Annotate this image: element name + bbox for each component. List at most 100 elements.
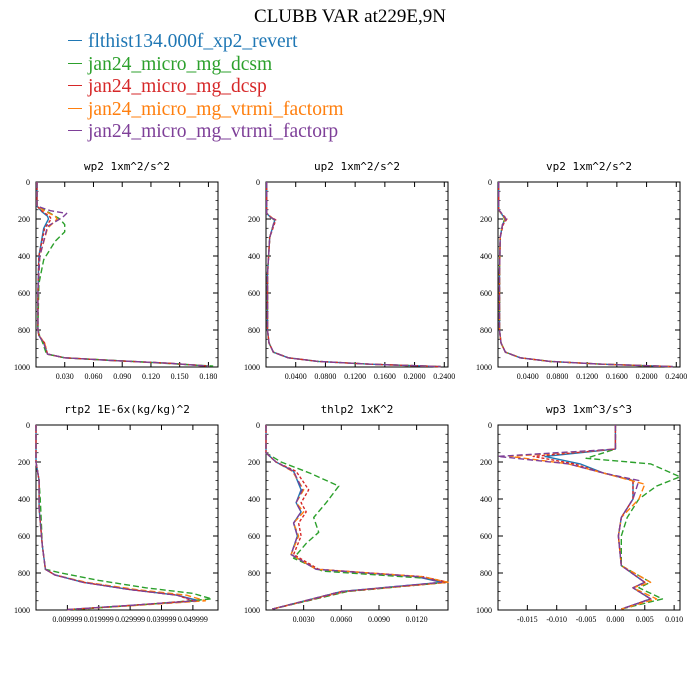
y-tick-label: 1000 [14,363,30,372]
x-tick-label: 0.1200 [344,372,366,381]
y-tick-label: 1000 [244,606,260,615]
x-tick-label: 0.0400 [285,372,307,381]
legend-item: jan24_micro_mg_dcsm [68,54,344,77]
series-line [35,425,207,611]
y-tick-label: 800 [18,569,30,578]
x-tick-label: 0.005 [636,615,654,624]
series-line [265,425,449,610]
x-tick-label: 0.010 [665,615,683,624]
x-tick-label: 0.009999 [52,615,82,624]
x-tick-label: 0.049999 [178,615,208,624]
y-tick-label: 600 [18,289,30,298]
y-tick-label: 800 [480,326,492,335]
y-tick-label: 1000 [476,606,492,615]
series-line [36,182,214,367]
series-line [35,425,200,611]
y-tick-label: 200 [480,215,492,224]
y-tick-label: 0 [488,178,492,187]
x-tick-label: 0.0090 [368,615,390,624]
y-tick-label: 200 [248,215,260,224]
panel-title: wp2 1xm^2/s^2 [84,160,170,173]
y-tick-label: 800 [248,569,260,578]
series-line [266,182,441,368]
y-tick-label: 200 [18,215,30,224]
series-line [532,425,652,610]
plot-frame [497,181,681,368]
legend-item: jan24_micro_mg_vtrmi_factorm [68,99,344,122]
y-tick-label: 600 [480,532,492,541]
x-tick-label: 0.1600 [374,372,396,381]
legend-label: jan24_micro_mg_dcsm [88,53,273,75]
y-tick-label: 800 [480,569,492,578]
legend-swatch [68,40,82,42]
x-tick-label: 0.120 [142,372,160,381]
x-tick-label: 0.060 [84,372,102,381]
x-tick-label: -0.015 [517,615,538,624]
series-line [266,182,441,368]
series-line [36,182,209,367]
x-tick-label: 0.180 [199,372,217,381]
x-tick-label: 0.019999 [84,615,114,624]
legend-label: jan24_micro_mg_vtrmi_factorm [88,98,344,120]
legend: flthist134.000f_xp2_revert jan24_micro_m… [68,31,344,144]
y-tick-label: 400 [18,495,30,504]
x-tick-label: -0.010 [546,615,567,624]
x-tick-label: 0.0800 [546,372,568,381]
y-tick-label: 0 [488,421,492,430]
x-tick-label: 0.0030 [293,615,315,624]
series-line [35,425,194,611]
panel-title: rtp2 1E-6x(kg/kg)^2 [64,403,190,416]
x-tick-label: 0.1200 [576,372,598,381]
y-tick-label: 400 [248,495,260,504]
series-line [36,182,209,367]
y-tick-label: 600 [18,532,30,541]
series-line [585,425,681,610]
series-line [265,425,443,610]
legend-label: jan24_micro_mg_dcsp [88,76,267,97]
legend-label: jan24_micro_mg_vtrmi_factorp [88,121,339,142]
panel-title: thlp2 1xK^2 [321,403,394,416]
legend-item: flthist134.000f_xp2_revert [68,31,344,54]
y-tick-label: 600 [248,532,260,541]
legend-item: jan24_micro_mg_dcsp [68,76,344,99]
series-line [265,425,449,610]
y-tick-label: 400 [480,495,492,504]
x-tick-label: 0.150 [171,372,189,381]
series-line [498,182,673,368]
series-line [544,425,652,610]
legend-swatch [68,107,82,109]
series-line [265,425,449,610]
series-line [35,425,197,611]
plot-frame [265,424,449,611]
panel-title: vp2 1xm^2/s^2 [546,160,632,173]
plot-frame [35,424,219,611]
y-tick-label: 200 [248,458,260,467]
y-tick-label: 400 [480,252,492,261]
y-tick-label: 600 [248,289,260,298]
series-line [497,425,652,610]
series-line [35,425,213,611]
x-tick-label: 0.039999 [147,615,177,624]
series-line [266,182,441,368]
x-tick-label: 0.2000 [404,372,426,381]
y-tick-label: 0 [26,421,30,430]
legend-swatch [68,62,82,64]
x-tick-label: 0.0060 [330,615,352,624]
y-tick-label: 400 [18,252,30,261]
y-tick-label: 800 [248,326,260,335]
y-tick-label: 200 [18,458,30,467]
series-line [36,182,209,367]
legend-swatch [68,85,82,87]
series-line [266,182,441,368]
series-line [36,182,209,367]
y-tick-label: 1000 [244,363,260,372]
x-tick-label: 0.1600 [606,372,628,381]
y-tick-label: 800 [18,326,30,335]
plot-frame [497,424,681,611]
plot-frame [35,181,219,368]
x-tick-label: 0.2000 [636,372,658,381]
x-tick-label: 0.000 [606,615,624,624]
y-tick-label: 400 [248,252,260,261]
series-line [498,182,673,368]
